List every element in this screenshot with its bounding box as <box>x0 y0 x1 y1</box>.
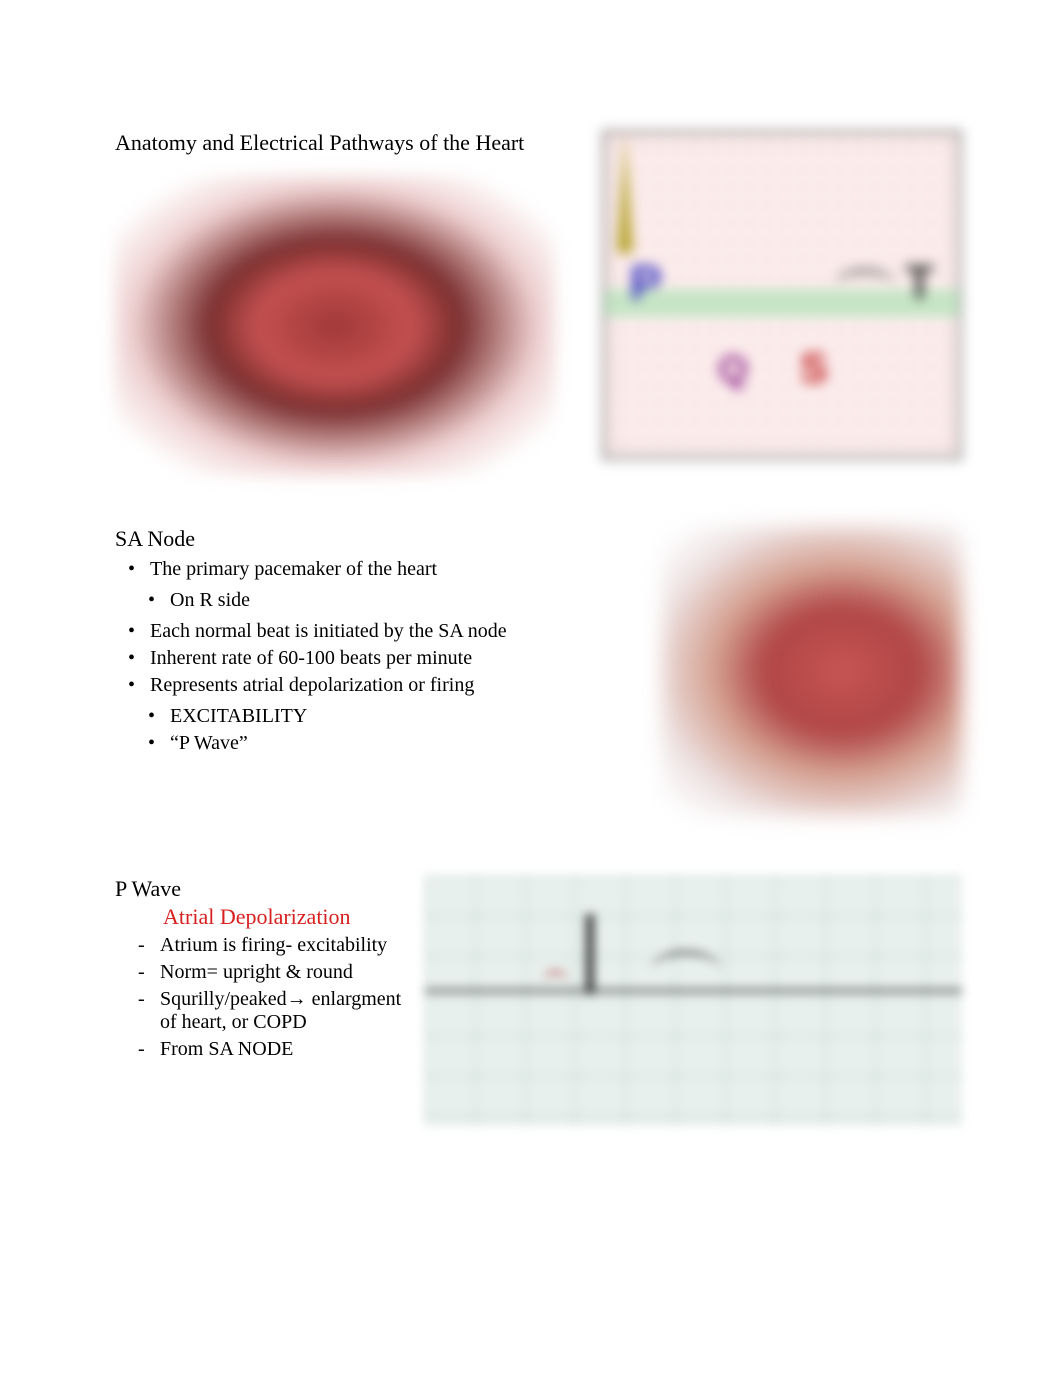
list-item: Each normal beat is initiated by the SA … <box>150 618 632 645</box>
sa-node-list: The primary pacemaker of the heart <box>115 556 632 583</box>
ecg-t-wave <box>835 269 895 299</box>
pwave-qrs-spike <box>586 914 594 994</box>
sa-node-text: SA Node The primary pacemaker of the hea… <box>115 526 632 816</box>
list-item: From SA NODE <box>160 1036 405 1063</box>
sa-node-sublist: On R side <box>115 587 632 614</box>
p-wave-list: Atrium is firing- excitability Norm= upr… <box>115 932 405 1063</box>
ecg-t-label: T <box>905 256 934 311</box>
p-wave-heading: P Wave <box>115 876 405 902</box>
sa-node-list: Each normal beat is initiated by the SA … <box>115 618 632 699</box>
ecg-s-label: S <box>800 344 828 392</box>
pwave-p-bump <box>543 971 568 989</box>
ecg-pqrst-diagram: P T Q S <box>602 130 962 460</box>
list-item: The primary pacemaker of the heart <box>150 556 632 583</box>
list-item: “P Wave” <box>170 730 632 757</box>
left-column: Anatomy and Electrical Pathways of the H… <box>115 130 587 476</box>
list-item: Atrium is firing- excitability <box>160 932 405 959</box>
sa-node-heading: SA Node <box>115 526 632 552</box>
pwave-t-bump <box>651 951 721 991</box>
p-wave-section: P Wave Atrial Depolarization Atrium is f… <box>115 876 962 1126</box>
p-wave-ecg-image <box>425 876 962 1126</box>
p-wave-text: P Wave Atrial Depolarization Atrium is f… <box>115 876 405 1126</box>
list-item: Norm= upright & round <box>160 959 405 986</box>
ecg-q-label: Q <box>718 349 748 392</box>
sa-node-sublist: EXCITABILITY “P Wave” <box>115 703 632 757</box>
list-item: On R side <box>170 587 632 614</box>
p-wave-subheading: Atrial Depolarization <box>115 904 405 930</box>
heart-anatomy-image <box>115 176 555 476</box>
page-title: Anatomy and Electrical Pathways of the H… <box>115 130 587 156</box>
list-item: Represents atrial depolarization or firi… <box>150 672 632 699</box>
right-column: P T Q S <box>602 130 962 476</box>
sa-node-heart-image <box>662 526 962 816</box>
top-section: Anatomy and Electrical Pathways of the H… <box>115 130 962 476</box>
list-item: EXCITABILITY <box>170 703 632 730</box>
sa-node-section: SA Node The primary pacemaker of the hea… <box>115 526 962 816</box>
ecg-p-label: P <box>630 256 662 311</box>
list-item: Inherent rate of 60-100 beats per minute <box>150 645 632 672</box>
list-item: Squrilly/peaked→ enlargment of heart, or… <box>160 986 405 1036</box>
pwave-grid <box>425 876 962 1126</box>
